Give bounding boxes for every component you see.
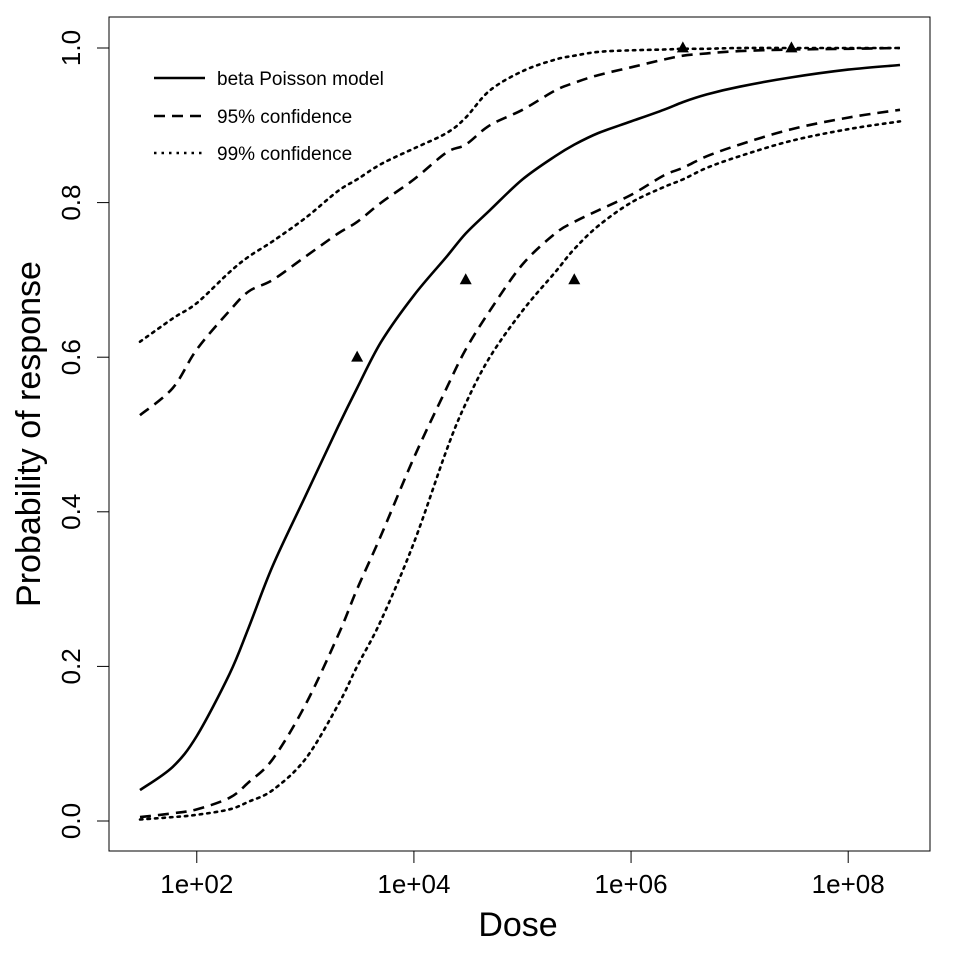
y-tick-label: 1.0 [56, 30, 86, 66]
x-tick-label: 1e+04 [377, 869, 450, 899]
observed-point-triangle [676, 41, 689, 53]
ci99-curve-4 [138, 120, 902, 821]
ci95-curve-1 [139, 46, 901, 417]
x-tick-label: 1e+08 [812, 869, 885, 899]
y-tick-label: 0.0 [56, 803, 86, 839]
model-curve-0 [139, 63, 901, 792]
y-axis: 0.0 0.2 0.4 0.6 0.8 1.0 [56, 30, 110, 839]
y-tick-label: 0.4 [56, 494, 86, 530]
observed-point-triangle [785, 41, 798, 53]
y-tick-label: 0.8 [56, 185, 86, 221]
y-axis-title: Probability of response [10, 261, 48, 607]
ci95-curve-2 [139, 108, 901, 819]
x-tick-label: 1e+02 [160, 869, 233, 899]
legend-label-model: beta Poisson model [217, 69, 384, 90]
x-tick-label: 1e+06 [595, 869, 668, 899]
y-tick-label: 0.6 [56, 339, 86, 375]
ci99-curve-3 [138, 46, 902, 343]
x-axis-title: Dose [478, 906, 557, 944]
observed-point-triangle [568, 273, 581, 285]
series-layer [138, 46, 902, 821]
legend: beta Poisson model 95% confidence 99% co… [154, 69, 384, 165]
observed-points [351, 41, 798, 362]
legend-label-95: 95% confidence [217, 107, 352, 128]
observed-point-triangle [351, 350, 364, 362]
y-tick-label: 0.2 [56, 648, 86, 684]
x-axis: 1e+02 1e+04 1e+06 1e+08 [160, 850, 885, 899]
legend-label-99: 99% confidence [217, 144, 352, 165]
observed-point-triangle [459, 273, 472, 285]
